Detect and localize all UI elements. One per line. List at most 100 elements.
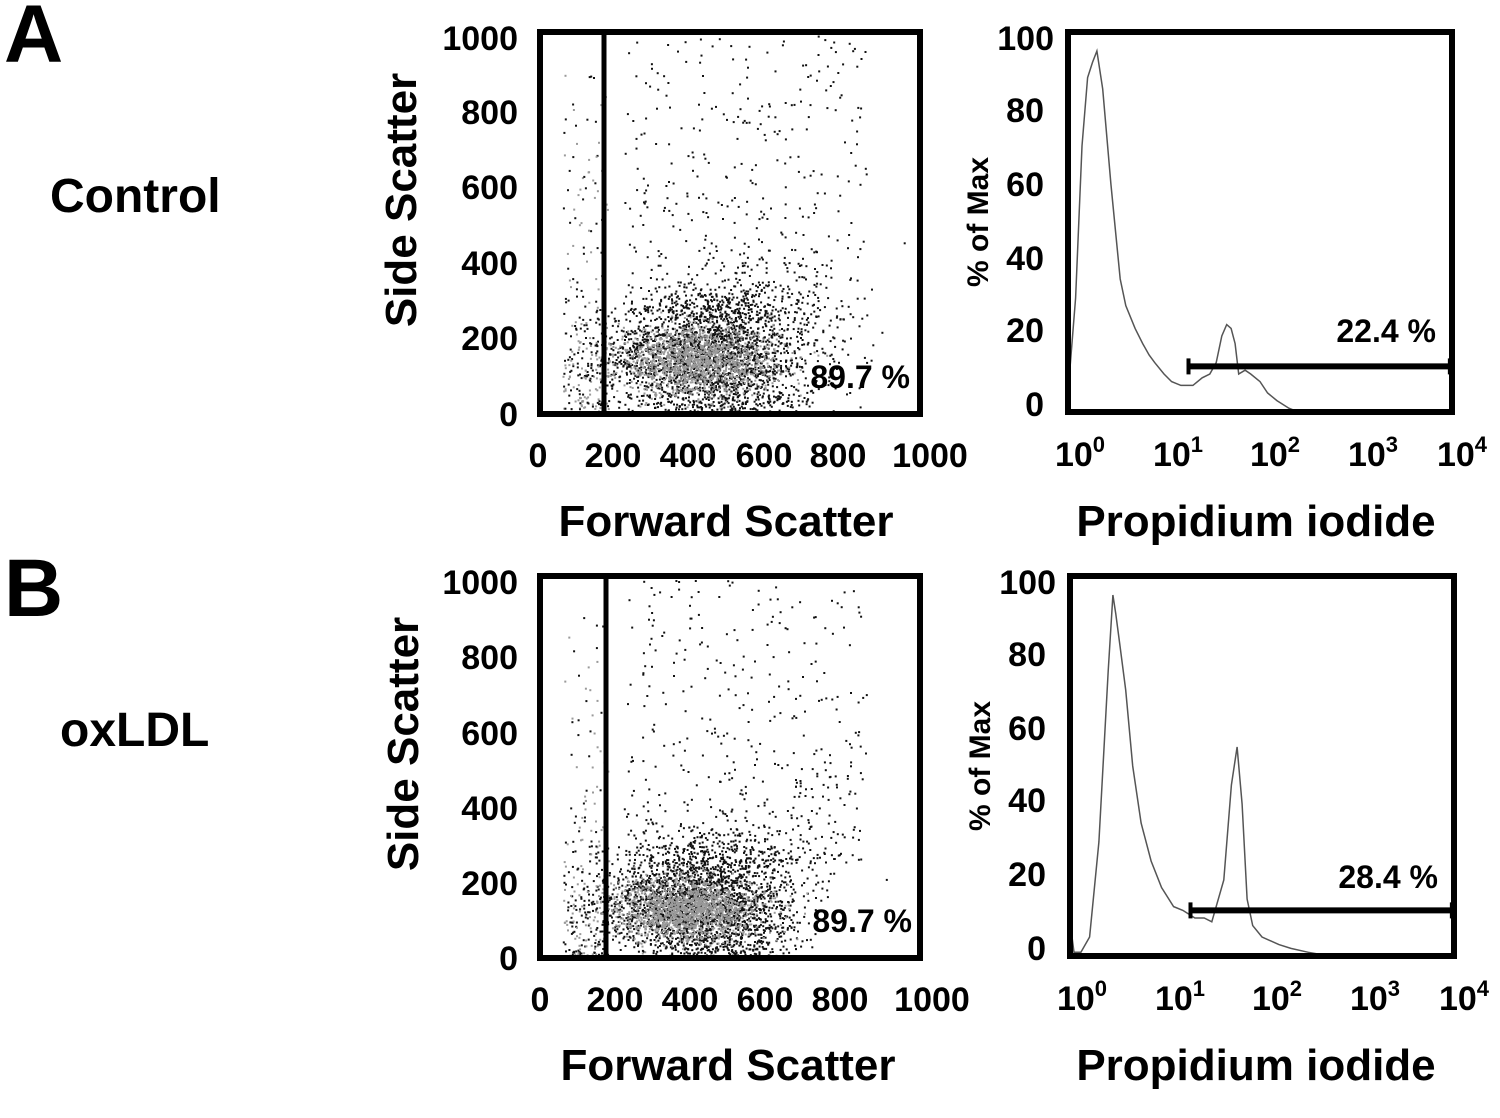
scatter-point: [721, 280, 724, 283]
scatter-point: [656, 343, 659, 346]
scatter-point: [569, 221, 572, 224]
scatter-point: [637, 355, 640, 358]
scatter-point: [723, 406, 726, 409]
scatter-point: [673, 394, 676, 396]
scatter-point: [690, 895, 692, 898]
scatter-point: [590, 367, 593, 370]
scatter-point: [705, 352, 708, 355]
scatter-point: [597, 340, 599, 343]
scatter-point: [836, 315, 839, 318]
scatter-point: [686, 386, 689, 389]
scatter-point: [752, 949, 755, 952]
scatter-point: [692, 344, 695, 347]
scatter-point: [638, 371, 641, 374]
scatter-point: [693, 401, 695, 404]
scatter-point: [746, 334, 749, 337]
scatter-point: [647, 184, 649, 187]
scatter-point: [756, 358, 759, 361]
scatter-point: [591, 375, 594, 377]
scatter-point: [803, 312, 806, 315]
scatter-point: [741, 319, 744, 321]
scatter-point: [731, 322, 734, 324]
scatter-point: [797, 389, 800, 392]
scatter-point: [724, 355, 726, 358]
scatter-point: [707, 399, 710, 401]
scatter-point: [683, 311, 686, 314]
scatter-point: [758, 360, 761, 363]
scatter-point: [596, 364, 599, 367]
scatter-point: [736, 353, 739, 356]
scatter-point: [776, 332, 779, 335]
x-tick-label: 103: [1348, 432, 1398, 474]
scatter-point: [659, 363, 661, 365]
scatter-point: [614, 376, 617, 379]
scatter-point: [760, 301, 763, 304]
scatter-point: [849, 313, 852, 316]
scatter-point: [720, 381, 723, 383]
scatter-point: [716, 359, 719, 362]
scatter-point: [684, 391, 687, 394]
scatter-point: [764, 324, 767, 327]
scatter-point: [720, 357, 723, 360]
scatter-point: [689, 364, 692, 367]
scatter-point: [758, 336, 760, 338]
scatter-point: [713, 336, 716, 339]
scatter-point: [563, 407, 566, 410]
scatter-point: [720, 346, 723, 349]
scatter-point: [597, 398, 600, 401]
scatter-point: [690, 338, 693, 341]
scatter-point: [700, 288, 703, 291]
scatter-point: [748, 388, 751, 391]
scatter-point: [791, 292, 794, 295]
scatter-point: [696, 353, 698, 355]
scatter-point: [692, 364, 695, 367]
scatter-point: [782, 288, 785, 290]
scatter-point: [665, 367, 668, 370]
scatter-point: [616, 366, 619, 369]
scatter-point: [691, 366, 694, 369]
scatter-point: [773, 327, 776, 330]
scatter-point: [711, 373, 714, 376]
scatter-point: [628, 351, 631, 354]
scatter-point: [753, 334, 756, 337]
scatter-point: [747, 360, 750, 363]
scatter-point: [632, 344, 635, 347]
scatter-point: [800, 100, 802, 103]
scatter-point: [691, 310, 694, 313]
scatter-point: [640, 359, 643, 362]
scatter-point: [779, 309, 782, 312]
scatter-point: [738, 373, 740, 375]
scatter-point: [661, 377, 664, 380]
scatter-point: [663, 347, 666, 350]
scatter-point: [662, 390, 665, 393]
scatter-point: [815, 207, 818, 210]
scatter-point: [681, 353, 684, 356]
scatter-point: [676, 357, 679, 360]
scatter-point: [729, 375, 732, 378]
scatter-point: [683, 385, 686, 388]
scatter-point: [749, 304, 752, 306]
scatter-point: [629, 379, 632, 381]
scatter-point: [668, 209, 671, 212]
scatter-point: [715, 359, 718, 362]
scatter-point: [835, 368, 838, 370]
scatter-point: [858, 387, 861, 390]
scatter-point: [784, 186, 787, 189]
scatter-point: [732, 396, 735, 399]
scatter-point: [699, 315, 702, 318]
scatter-point: [729, 943, 731, 946]
scatter-point: [615, 373, 617, 375]
histogram-x-axis-title-control: Propidium iodide: [1076, 497, 1435, 546]
scatter-point: [612, 342, 615, 345]
scatter-point: [764, 291, 766, 294]
scatter-point: [800, 337, 802, 339]
scatter-point: [746, 200, 749, 203]
scatter-point: [699, 337, 702, 340]
scatter-point: [688, 339, 690, 342]
scatter-point: [654, 367, 657, 370]
scatter-point: [686, 195, 689, 198]
scatter-point: [643, 201, 645, 204]
scatter-point: [729, 359, 732, 362]
scatter-point: [693, 378, 696, 381]
scatter-point: [658, 370, 661, 373]
